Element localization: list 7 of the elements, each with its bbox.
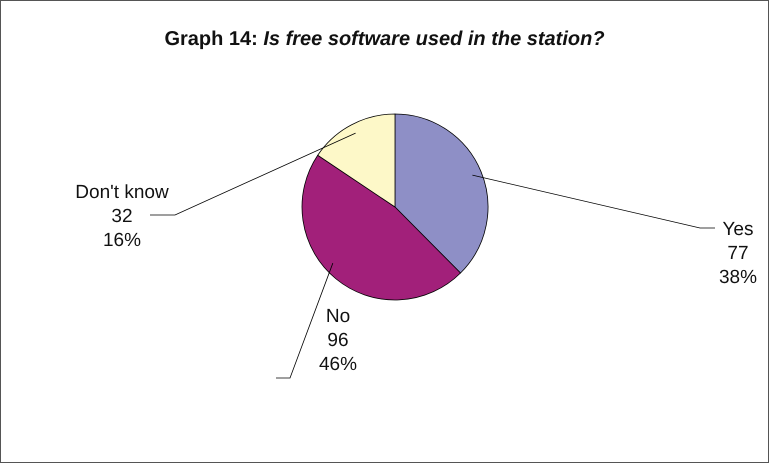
slice-label: Yes	[722, 219, 754, 240]
slice-label: No	[326, 306, 350, 327]
data-label: 77 38%	[718, 243, 758, 288]
data-label: 32 16%	[102, 206, 142, 251]
data-label: 96 46%	[318, 330, 358, 375]
slice-label: Don't know	[75, 182, 169, 203]
chart-title: Graph 14: Is free software used in the station?	[164, 28, 605, 50]
